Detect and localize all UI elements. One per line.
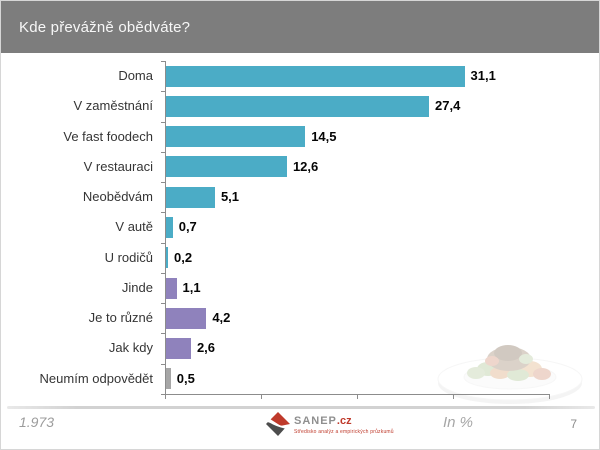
bar bbox=[166, 247, 168, 269]
category-label: Jak kdy bbox=[108, 340, 153, 356]
category-label: V zaměstnání bbox=[73, 98, 154, 114]
sample-size-label: 1.973 bbox=[19, 414, 55, 430]
value-label: 5,1 bbox=[220, 189, 240, 205]
value-label: 12,6 bbox=[292, 158, 319, 174]
bar bbox=[166, 65, 465, 87]
category-label: Ve fast foodech bbox=[63, 128, 153, 144]
bar bbox=[166, 277, 177, 299]
bar-row: Neumím odpovědět 0,5 bbox=[1, 364, 599, 394]
value-label: 0,5 bbox=[176, 370, 195, 386]
footer-divider bbox=[7, 406, 595, 409]
x-axis-tick bbox=[453, 393, 454, 399]
category-label: U rodičů bbox=[104, 249, 153, 265]
x-axis-tick bbox=[165, 393, 166, 399]
x-axis-tick bbox=[261, 393, 262, 399]
bar-row: Jak kdy 2,6 bbox=[1, 333, 599, 363]
bar-row: Doma 31,1 bbox=[1, 61, 599, 91]
bar bbox=[166, 368, 171, 390]
bar bbox=[166, 216, 173, 238]
y-axis-tick bbox=[161, 121, 165, 123]
logo-tagline: Středisko analýz a empirických průzkumů bbox=[294, 429, 394, 435]
value-label: 4,2 bbox=[212, 310, 231, 326]
bar bbox=[166, 95, 430, 117]
y-axis-line bbox=[165, 61, 166, 394]
bar-row: V restauraci 12,6 bbox=[1, 152, 599, 182]
value-label: 2,6 bbox=[196, 340, 216, 356]
value-label: 27,4 bbox=[435, 98, 461, 114]
title-bar: Kde převážně obědváte? bbox=[1, 1, 599, 53]
bar-chart: Doma 31,1 V zaměstnání 27,4 Ve fast foodech 1… bbox=[1, 53, 599, 407]
logo-tld: .cz bbox=[336, 415, 352, 427]
value-label: 0,7 bbox=[178, 219, 197, 235]
category-label: V restauraci bbox=[83, 158, 153, 174]
category-label: Neumím odpovědět bbox=[39, 370, 153, 386]
y-axis-tick bbox=[161, 303, 165, 305]
bar bbox=[166, 307, 207, 329]
y-axis-tick bbox=[161, 393, 165, 395]
bar-row: U rodičů 0,2 bbox=[1, 243, 599, 273]
logo-brand: SANEP bbox=[294, 415, 337, 427]
unit-label: In % bbox=[443, 414, 474, 431]
bar bbox=[166, 338, 191, 360]
sanep-logo-text: SANEP.cz Středisko analýz a empirických … bbox=[294, 415, 394, 436]
value-label: 0,2 bbox=[174, 249, 193, 265]
bar-row: Neobědvám 5,1 bbox=[1, 182, 599, 212]
y-axis-tick bbox=[161, 333, 165, 335]
y-axis-tick bbox=[161, 61, 165, 62]
sanep-logo: SANEP.cz Středisko analýz a empirických … bbox=[266, 412, 394, 436]
x-axis-tick bbox=[549, 393, 550, 399]
value-label: 14,5 bbox=[311, 128, 337, 144]
category-label: Doma bbox=[118, 68, 153, 83]
bar-row: Je to různé 4,2 bbox=[1, 303, 599, 333]
bar-row: V zaměstnání 27,4 bbox=[1, 91, 599, 121]
y-axis-tick bbox=[161, 363, 165, 365]
x-axis-tick bbox=[357, 393, 358, 399]
food-plate-image bbox=[437, 345, 583, 404]
value-label: 31,1 bbox=[470, 68, 496, 83]
category-label: Je to různé bbox=[88, 310, 153, 326]
category-label: Neobědvám bbox=[82, 189, 153, 205]
bar-row: V autě 0,7 bbox=[1, 212, 599, 242]
bar bbox=[166, 186, 215, 208]
y-axis-tick bbox=[161, 212, 165, 214]
y-axis-tick bbox=[161, 272, 165, 274]
bar bbox=[166, 126, 306, 148]
value-label: 1,1 bbox=[182, 279, 201, 295]
bar-row: Jinde 1,1 bbox=[1, 273, 599, 303]
page-number: 7 bbox=[570, 417, 577, 431]
y-axis-tick bbox=[161, 182, 165, 184]
y-axis-tick bbox=[161, 151, 165, 153]
bar-row: Ve fast foodech 14,5 bbox=[1, 122, 599, 152]
category-label: Jinde bbox=[121, 279, 153, 295]
y-axis-tick bbox=[161, 91, 165, 93]
y-axis-tick bbox=[161, 242, 165, 244]
bar bbox=[166, 156, 287, 178]
sanep-diamond-icon bbox=[266, 412, 290, 436]
category-label: V autě bbox=[115, 219, 153, 235]
page-title: Kde převážně obědváte? bbox=[19, 18, 191, 36]
